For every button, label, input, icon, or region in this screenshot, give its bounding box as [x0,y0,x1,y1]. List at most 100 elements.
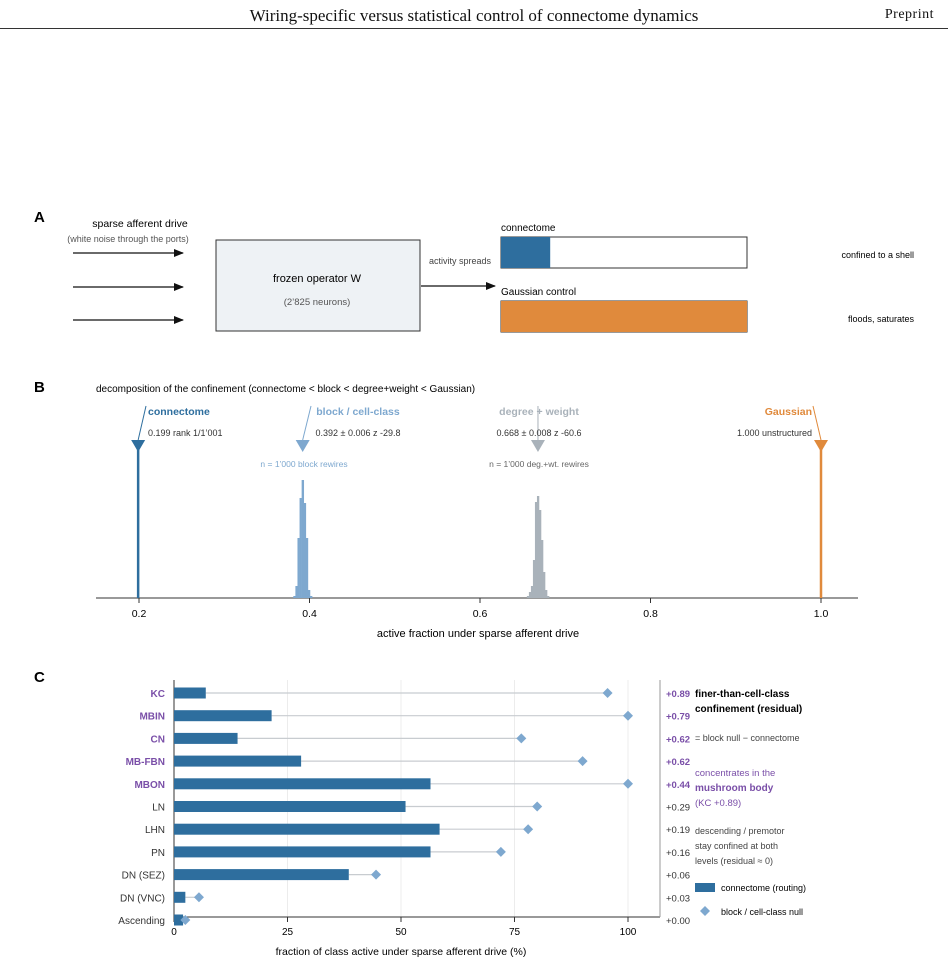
b-marker-leader [137,405,147,441]
c-category-label: KC [151,689,165,700]
b-hist-bar [545,590,548,598]
c-rows: KC +0.89 MBIN +0.79 CN +0.62 MB-FBN +0.62 MBON +0… [118,687,691,927]
b-null-note: n = 1’000 deg.+wt. rewires [489,459,589,469]
c-connectome-bar [174,687,206,699]
connectome-bar-note: confined to a shell [841,250,914,260]
c-connectome-bar [174,732,238,744]
connectome-bar-label: connectome [501,223,556,234]
b-tick-label: 0.8 [643,608,658,620]
side-dn-3: levels (residual ≈ 0) [695,856,773,866]
c-block-marker [193,892,204,903]
c-residual-label: +0.06 [666,871,690,882]
c-block-marker [371,869,382,880]
c-block-marker [516,733,527,744]
gaussian-bar-note: floods, saturates [848,314,915,324]
b-tick-label: 1.0 [814,608,829,620]
side-title-2: confinement (residual) [695,704,802,715]
b-hist-bar [538,510,542,598]
b-hist-bar [301,480,305,598]
c-connectome-bar [174,823,440,835]
b-marker-stat: 0.668 ± 0.008 z -60.6 [497,428,582,438]
c-category-label: PN [151,848,165,859]
b-hist-bar [530,586,534,598]
b-hist-bar [532,560,536,598]
c-residual-label: +0.03 [666,893,690,904]
c-block-marker [532,801,543,812]
c-connectome-bar [174,846,431,858]
c-connectome-bar [174,710,272,722]
b-marker-leader [812,405,822,441]
b-hist-bar [536,496,540,598]
c-xlabel: fraction of class active under sparse af… [276,946,527,958]
c-residual-label: +0.79 [666,712,690,723]
spreads-label: activity spreads [429,256,492,266]
b-hist-bar [297,538,300,598]
c-residual-label: +0.89 [666,689,690,700]
panel-a-label: A [34,209,45,226]
panel-c-label: C [34,669,45,686]
side-dn-1: descending / premotor [695,826,785,836]
c-x-tick-label: 75 [509,927,521,938]
operator-subtitle: (2’825 neurons) [284,297,351,308]
c-side-annotation: finer-than-cell-class confinement (resid… [695,689,806,917]
b-hist-bar [543,572,546,598]
c-category-label: DN (VNC) [120,893,165,904]
b-marker-name: block / cell-class [316,406,400,418]
b-marker-stat: 1.000 unstructured [737,428,812,438]
c-residual-label: +0.62 [666,757,690,768]
c-category-label: MB-FBN [126,757,165,768]
b-hist-bar [534,502,538,598]
b-marker-name: degree + weight [499,406,579,418]
b-xlabel: active fraction under sparse afferent dr… [377,628,579,640]
b-hist-bar [307,590,311,598]
operator-box [215,239,421,332]
c-connectome-bar [174,801,406,812]
b-markers: connectome 0.199 rank 1/1’001 block / cell… [131,405,828,598]
c-residual-label: +0.29 [666,803,690,814]
drive-title: sparse afferent drive [92,218,188,230]
header-preprint: Preprint [884,7,934,22]
b-ticks: 0.2 0.4 0.6 0.8 1.0 [132,598,829,620]
side-mb-3: (KC +0.89) [695,798,741,809]
c-category-label: Ascending [118,916,165,927]
b-hist-bar [547,596,550,598]
gaussian-bar-label: Gaussian control [501,287,576,298]
c-block-marker [602,688,613,698]
c-residual-label: +0.19 [666,825,690,836]
c-category-label: MBIN [139,712,165,723]
c-x-tick-label: 100 [620,927,637,938]
c-block-marker [623,710,633,721]
b-marker-triangle [530,440,545,452]
c-block-marker [623,778,633,789]
b-hist-bar [305,538,309,598]
legend-connectome-label: connectome (routing) [721,883,806,893]
c-residual-label: +0.44 [666,780,691,791]
side-title-1: finer-than-cell-class [695,689,790,700]
c-category-label: DN (SEZ) [122,871,165,882]
side-formula: = block null − connectome [695,733,800,743]
b-hist-bar [309,596,313,598]
side-dn-2: stay confined at both [695,841,778,851]
b-marker-name: connectome [148,406,210,418]
b-histograms [293,480,550,598]
b-hist-bar [528,592,532,598]
legend-block-label: block / cell-class null [721,907,803,917]
header-title: Wiring-specific versus statistical contr… [249,6,699,25]
b-hist-bar [299,498,302,598]
b-hist-bar [295,586,298,598]
c-residual-label: +0.16 [666,848,690,859]
b-marker-stat: 0.392 ± 0.006 z -29.8 [316,428,401,438]
c-x-tick-label: 0 [171,927,177,938]
legend-connectome-swatch [695,883,715,892]
drive-subtitle: (white noise through the ports) [67,234,189,244]
panel-b-label: B [34,379,45,396]
b-marker-triangle [814,440,828,452]
c-x-tick-label: 25 [282,927,294,938]
c-block-marker [495,846,506,857]
b-hist-bar [303,503,307,598]
c-residual-label: +0.62 [666,734,690,745]
panel-c: C 0 25 50 75 100 KC +0.89 MBIN +0.79 CN +0.62 MB-F… [34,669,806,958]
legend-block-swatch [700,906,710,916]
b-hist-bar [293,596,296,598]
